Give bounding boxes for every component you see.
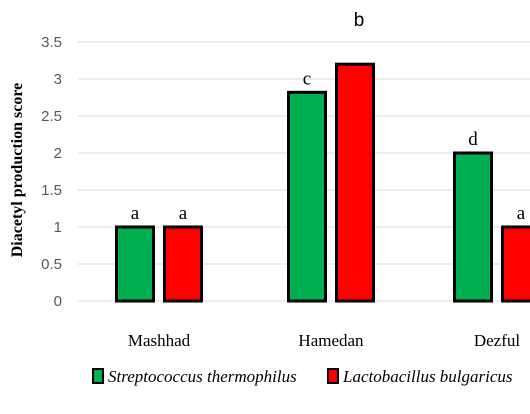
category-labels: Mashhad Hamedan Dezful <box>128 331 521 350</box>
bar-dezful-series-1 <box>453 151 493 303</box>
y-tick-label: 3 <box>54 71 62 88</box>
y-tick-label: 3.5 <box>41 34 62 51</box>
significance-label: a <box>179 203 188 224</box>
y-tick-label: 0.5 <box>41 256 62 273</box>
legend-label-1: Streptococcus thermophilus <box>108 367 297 386</box>
bar-hamedan-series-1 <box>287 90 327 303</box>
legend-swatch-2 <box>327 368 339 384</box>
y-tick-label: 2 <box>54 145 62 162</box>
category-label-dezful: Dezful <box>474 331 521 350</box>
significance-label: b <box>354 10 365 31</box>
y-tick-label: 2.5 <box>41 108 62 125</box>
significance-label: d <box>468 129 478 150</box>
bar-dezful-series-2 <box>501 225 530 303</box>
significance-label: a <box>131 203 140 224</box>
bar-mashhad-series-1 <box>115 225 155 303</box>
y-tick-label: 0 <box>54 293 62 310</box>
legend: Streptococcus thermophilus Lactobacillus … <box>92 367 513 386</box>
significance-label: a <box>517 203 526 224</box>
legend-label-2: Lactobacillus bulgaricus <box>342 367 513 386</box>
category-label-mashhad: Mashhad <box>128 331 191 350</box>
legend-swatch-1 <box>92 368 104 384</box>
y-axis-ticks: 0 0.5 1 1.5 2 2.5 3 3.5 <box>41 34 62 310</box>
y-tick-label: 1.5 <box>41 182 62 199</box>
category-label-hamedan: Hamedan <box>298 331 364 350</box>
significance-labels: a a c b d a <box>131 10 526 224</box>
y-tick-label: 1 <box>54 219 62 236</box>
significance-label: c <box>303 68 311 89</box>
bar-hamedan-series-2 <box>335 62 375 303</box>
bars <box>115 62 530 303</box>
bar-mashhad-series-2 <box>163 225 203 303</box>
y-axis-label: Diacetyl production score <box>9 83 26 258</box>
